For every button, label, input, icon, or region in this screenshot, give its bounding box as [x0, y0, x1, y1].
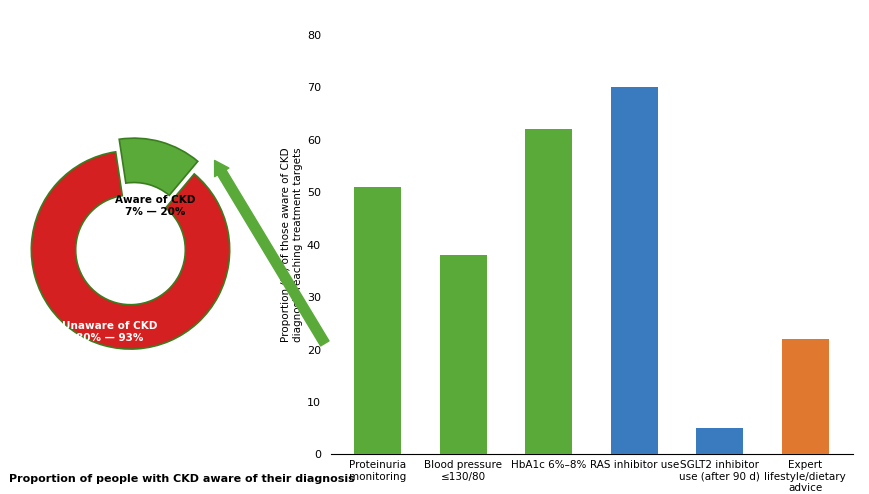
Bar [440, 255, 487, 454]
Bar [695, 428, 742, 454]
Bar [610, 87, 657, 454]
Bar [354, 187, 401, 454]
Wedge shape [31, 152, 229, 349]
Text: Aware of CKD
7% — 20%: Aware of CKD 7% — 20% [115, 195, 195, 217]
Bar [781, 339, 828, 454]
Wedge shape [119, 138, 197, 195]
Bar [525, 129, 572, 454]
Text: Proportion of people with CKD aware of their diagnosis: Proportion of people with CKD aware of t… [9, 474, 354, 484]
Text: Unaware of CKD
80% — 93%: Unaware of CKD 80% — 93% [62, 321, 157, 343]
Y-axis label: Proportion (%) of those aware of CKD
diagnosis reaching treatment targets: Proportion (%) of those aware of CKD dia… [281, 147, 302, 342]
